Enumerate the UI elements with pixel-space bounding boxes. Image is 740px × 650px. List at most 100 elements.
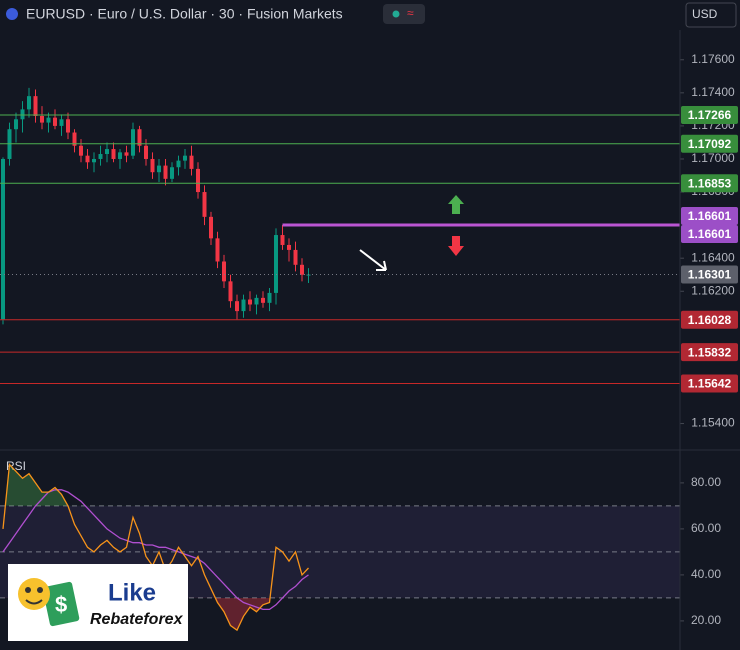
oversold-fill bbox=[3, 597, 309, 631]
logo-dollar: $ bbox=[55, 592, 67, 617]
candle-body bbox=[280, 235, 285, 245]
down-arrow bbox=[448, 236, 464, 256]
candle-body bbox=[215, 238, 220, 262]
logo-note bbox=[42, 581, 80, 627]
price-badge-label: 1.16301 bbox=[688, 268, 732, 282]
candle-body bbox=[111, 149, 116, 159]
candle-body bbox=[92, 158, 96, 163]
rsi-line bbox=[2, 489, 309, 611]
price-badge bbox=[681, 224, 738, 243]
candle-body bbox=[27, 96, 31, 110]
price-badge-label: 1.17266 bbox=[688, 108, 732, 122]
candle-body bbox=[53, 117, 57, 126]
logo-face bbox=[18, 578, 50, 610]
y-tick-label: 1.16400 bbox=[691, 250, 735, 264]
candle-body bbox=[72, 132, 77, 146]
candle-body bbox=[105, 149, 109, 155]
candle-body bbox=[131, 129, 135, 156]
candle-body bbox=[209, 216, 213, 239]
logo-eye bbox=[37, 587, 43, 593]
candle-body bbox=[222, 261, 226, 282]
candle-body bbox=[124, 152, 129, 156]
y-tick-label: 40.00 bbox=[691, 567, 721, 581]
price-badge-label: 1.15832 bbox=[688, 345, 732, 359]
price-badge-label: 1.17092 bbox=[688, 137, 732, 151]
price-badge bbox=[681, 174, 738, 193]
candle-body bbox=[14, 119, 18, 130]
up-arrow bbox=[448, 195, 464, 214]
candle-body bbox=[66, 119, 70, 133]
price-badge bbox=[681, 310, 738, 329]
price-badge-label: 1.16028 bbox=[688, 313, 732, 327]
price-badge-label: 1.16853 bbox=[688, 176, 732, 190]
status-icon: ≈ bbox=[407, 6, 414, 20]
candle-body bbox=[300, 264, 304, 275]
candle-body bbox=[241, 299, 246, 312]
candle-body bbox=[144, 145, 148, 159]
candle-body bbox=[176, 160, 181, 168]
overbought-fill bbox=[3, 464, 309, 506]
rsi-line bbox=[2, 463, 309, 632]
y-tick-label: 60.00 bbox=[691, 521, 721, 535]
price-badge-label: 1.16601 bbox=[688, 227, 732, 241]
candle-body bbox=[163, 165, 168, 179]
candle-body bbox=[150, 158, 155, 173]
symbol-title: EURUSD · Euro / U.S. Dollar · 30 · Fusio… bbox=[26, 6, 343, 22]
price-pane: 1.176001.174001.172001.170001.168001.164… bbox=[0, 30, 738, 450]
candle-body bbox=[79, 145, 83, 156]
candle-body bbox=[46, 117, 51, 123]
symbol-flag bbox=[6, 8, 18, 20]
price-badge bbox=[681, 105, 738, 124]
price-badge bbox=[681, 343, 738, 362]
candle-body bbox=[202, 192, 207, 217]
price-badge bbox=[681, 265, 738, 284]
candle-body bbox=[85, 155, 90, 163]
rsi-pane: RSI 80.00 60.00 40.00 20.00 bbox=[0, 450, 721, 650]
logo: $ Like Rebateforex bbox=[8, 564, 188, 641]
candle-body bbox=[287, 244, 291, 250]
candle-body bbox=[293, 249, 298, 265]
candle-body bbox=[118, 152, 122, 159]
candle-body bbox=[261, 297, 265, 303]
candle-body bbox=[157, 165, 161, 173]
logo-line1: Like bbox=[108, 579, 156, 606]
y-tick-label: 80.00 bbox=[691, 475, 721, 489]
pane-title: RSI bbox=[6, 459, 26, 473]
candle-body bbox=[267, 292, 272, 303]
trend-arrow bbox=[359, 249, 387, 271]
candle-body bbox=[137, 129, 142, 146]
candle-body bbox=[248, 299, 252, 305]
candle-body bbox=[189, 155, 194, 169]
candle-body bbox=[228, 281, 233, 302]
price-badge-label: 1.16601 bbox=[688, 209, 732, 223]
candle-body bbox=[196, 168, 200, 193]
y-tick-label: 1.15400 bbox=[691, 416, 735, 430]
candle-body bbox=[235, 301, 239, 312]
price-badge bbox=[681, 206, 738, 225]
status-badge bbox=[383, 4, 425, 24]
status-dot bbox=[392, 10, 400, 18]
logo-smile bbox=[25, 599, 43, 605]
currency-label[interactable]: USD bbox=[692, 7, 718, 21]
logo-eye bbox=[25, 587, 31, 593]
y-tick-label: 1.16200 bbox=[691, 283, 735, 297]
logo-line2: Rebateforex bbox=[90, 611, 184, 628]
candle-body bbox=[20, 109, 25, 120]
candle-body bbox=[170, 167, 174, 179]
y-tick-label: 1.17000 bbox=[691, 151, 735, 165]
price-badge bbox=[681, 374, 738, 393]
candle-body bbox=[59, 119, 64, 126]
currency-button[interactable] bbox=[685, 2, 737, 28]
candle-body bbox=[98, 154, 103, 159]
price-badge bbox=[681, 134, 738, 153]
y-tick-label: 20.00 bbox=[691, 613, 721, 627]
candle-body bbox=[274, 235, 278, 293]
candle-body bbox=[254, 297, 259, 305]
candle-body bbox=[1, 158, 5, 320]
y-tick-label: 1.17600 bbox=[691, 52, 735, 66]
price-badge-label: 1.15642 bbox=[688, 377, 732, 391]
candle-body bbox=[40, 115, 44, 123]
candle-body bbox=[33, 96, 38, 116]
